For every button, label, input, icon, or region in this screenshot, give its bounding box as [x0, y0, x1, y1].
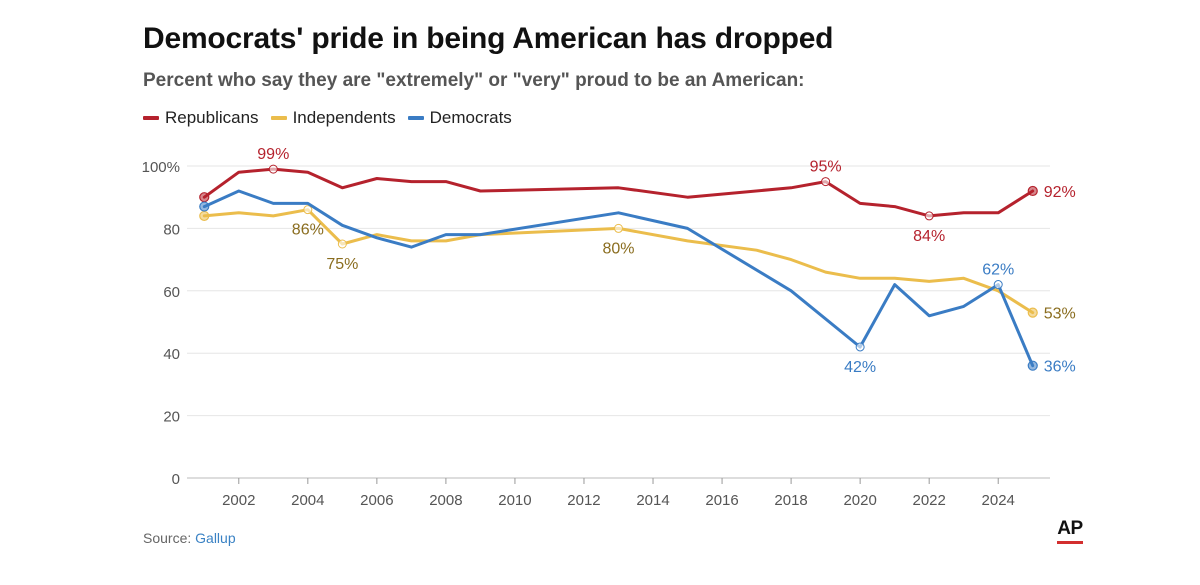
data-label-republicans: 92%: [1044, 184, 1076, 201]
x-tick-label: 2006: [360, 492, 393, 509]
highlight-point-republicans: [821, 177, 831, 187]
x-tick-label: 2020: [843, 492, 876, 509]
legend-label-democrats: Democrats: [429, 108, 512, 127]
x-tick-label: 2024: [982, 492, 1015, 509]
chart-title: Democrats' pride in being American has d…: [143, 22, 834, 55]
highlight-point-independents: [614, 223, 623, 233]
highlight-point-democrats: [855, 342, 865, 352]
source-note: Source: Gallup: [143, 530, 236, 546]
x-tick-label: 2008: [429, 492, 462, 509]
series-line-republicans: [202, 167, 1035, 218]
y-tick-label: 40: [163, 346, 180, 363]
y-tick-label: 80: [163, 221, 180, 238]
data-label-independents: 53%: [1044, 306, 1076, 323]
data-label-democrats: 42%: [844, 359, 876, 376]
y-tick-label: 60: [163, 284, 180, 301]
data-label-independents: 80%: [602, 240, 634, 257]
x-tick-label: 2016: [705, 492, 738, 509]
legend-swatch-democrats: [407, 116, 424, 120]
start-point-democrats: [199, 201, 210, 212]
x-tick-label: 2002: [222, 492, 255, 509]
start-point-independents: [199, 210, 210, 222]
x-tick-label: 2014: [636, 492, 669, 509]
chart-subtitle: Percent who say they are "extremely" or …: [143, 70, 805, 91]
y-tick-label: 20: [163, 409, 180, 426]
ap-logo: AP: [1057, 519, 1083, 544]
data-label-independents: 86%: [292, 222, 324, 239]
data-label-democrats: 36%: [1044, 359, 1076, 376]
data-label-democrats: 62%: [982, 262, 1014, 279]
data-label-republicans: 84%: [913, 228, 945, 245]
legend-swatch-republicans: [143, 116, 159, 120]
data-label-republicans: 99%: [257, 146, 289, 163]
x-tick-label: 2018: [774, 492, 807, 509]
ap-logo-text: AP: [1057, 518, 1083, 539]
highlight-point-republicans: [268, 164, 278, 174]
highlight-point-independents: [337, 239, 347, 249]
end-point-independents: [1027, 307, 1038, 318]
series-line-democrats: [202, 189, 1035, 368]
y-tick-label: 100%: [142, 159, 180, 176]
highlight-point-republicans: [924, 211, 934, 221]
ap-logo-bar: [1057, 541, 1083, 544]
legend-label-republicans: Republicans: [165, 108, 259, 127]
data-label-republicans: 95%: [810, 159, 842, 176]
legend: Republicans Independents Democrats: [143, 108, 512, 128]
series-line-independents: [202, 208, 1035, 315]
y-tick-label: 0: [172, 471, 180, 488]
end-point-democrats: [1027, 360, 1038, 371]
source-link[interactable]: Gallup: [195, 530, 236, 546]
legend-swatch-independents: [270, 116, 287, 120]
x-tick-label: 2022: [912, 492, 945, 509]
legend-label-independents: Independents: [292, 108, 396, 127]
source-label: Source:: [143, 530, 192, 546]
start-point-republicans: [199, 192, 210, 203]
data-label-independents: 75%: [326, 256, 358, 273]
x-tick-label: 2010: [498, 492, 531, 509]
legend-item-republicans: Republicans: [143, 108, 259, 128]
x-tick-label: 2004: [291, 492, 324, 509]
highlight-point-independents: [303, 205, 313, 215]
highlight-point-democrats: [993, 280, 1003, 290]
legend-item-independents: Independents: [270, 108, 396, 128]
end-point-republicans: [1027, 185, 1038, 197]
legend-item-democrats: Democrats: [407, 108, 512, 128]
x-tick-label: 2012: [567, 492, 600, 509]
